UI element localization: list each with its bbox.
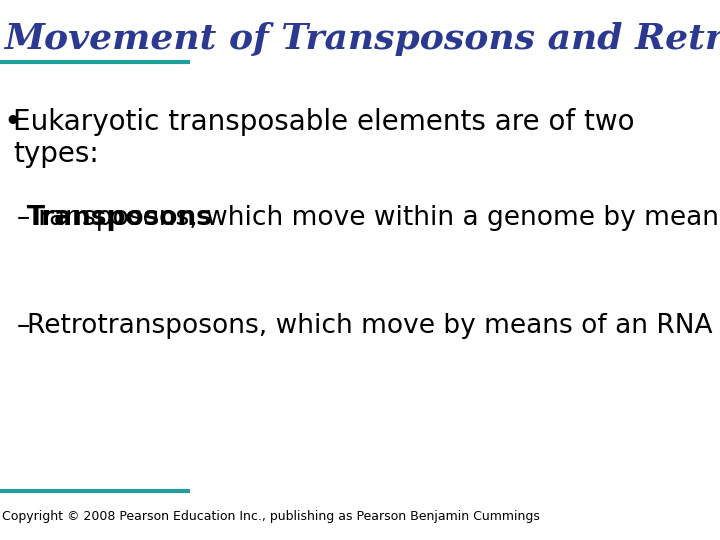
Text: Movement of Transposons and Retrotransposons: Movement of Transposons and Retrotranspo…	[4, 22, 720, 56]
Text: Eukaryotic transposable elements are of two types:: Eukaryotic transposable elements are of …	[13, 108, 635, 168]
Text: Transposons: Transposons	[27, 205, 212, 231]
Text: Retrotransposons, which move by means of an RNA intermediate: Retrotransposons, which move by means of…	[27, 313, 720, 339]
Text: •: •	[4, 108, 22, 137]
Text: Copyright © 2008 Pearson Education Inc., publishing as Pearson Benjamin Cummings: Copyright © 2008 Pearson Education Inc.,…	[2, 510, 540, 523]
Text: Transposons, which move within a genome by means of a DNA intermediate: Transposons, which move within a genome …	[27, 205, 720, 231]
Text: –: –	[17, 313, 30, 339]
Text: –: –	[17, 205, 30, 231]
